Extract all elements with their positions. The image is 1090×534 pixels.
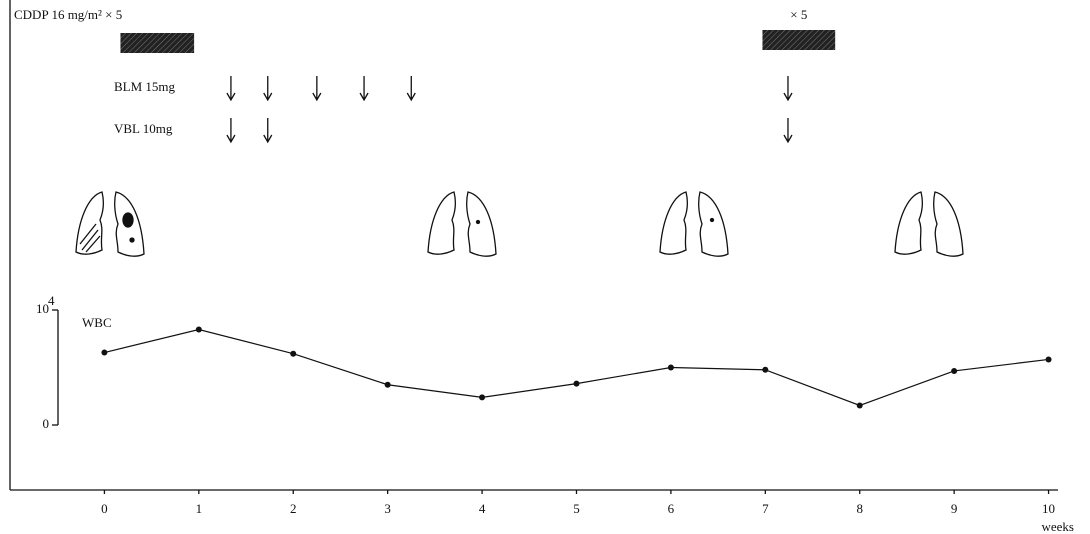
treatment-label: CDDP 16 mg/m² × 5 <box>14 7 122 22</box>
point <box>668 365 674 371</box>
y-tick-label: 0 <box>43 416 50 431</box>
y-tick-superscript: 4 <box>48 293 55 308</box>
x-tick-label: 1 <box>196 501 203 516</box>
treatment-label: × 5 <box>790 7 807 22</box>
dose-arrow <box>264 118 272 142</box>
lung-image <box>428 192 496 256</box>
treatment-bar <box>120 33 194 53</box>
x-tick-label: 3 <box>384 501 391 516</box>
dose-arrow <box>264 76 272 100</box>
point <box>101 350 107 356</box>
lung-image <box>895 192 963 256</box>
x-tick-label: 10 <box>1042 501 1055 516</box>
dose-arrow <box>360 76 368 100</box>
x-tick-label: 8 <box>856 501 863 516</box>
treatment-bar <box>762 30 835 50</box>
x-tick-label: 0 <box>101 501 108 516</box>
dose-arrow <box>784 76 792 100</box>
line <box>104 330 1048 406</box>
point <box>762 367 768 373</box>
dose-label: VBL 10mg <box>114 121 173 136</box>
point <box>479 394 485 400</box>
dose-label: BLM 15mg <box>114 79 176 94</box>
point <box>573 381 579 387</box>
x-tick-label: 2 <box>290 501 297 516</box>
point <box>385 382 391 388</box>
x-tick-label: 6 <box>668 501 675 516</box>
point <box>290 351 296 357</box>
x-axis-label: weeks <box>1042 519 1075 534</box>
dose-arrow <box>227 76 235 100</box>
dose-arrow <box>784 118 792 142</box>
x-tick-label: 9 <box>951 501 958 516</box>
point <box>857 402 863 408</box>
point <box>1046 356 1052 362</box>
point <box>951 368 957 374</box>
dose-arrow <box>227 118 235 142</box>
point <box>196 327 202 333</box>
chart: 012345678910weeks0104CDDP 16 mg/m² × 5× … <box>0 0 1090 534</box>
dose-arrow <box>407 76 415 100</box>
lung-image <box>76 192 144 256</box>
legend-label: WBC <box>82 315 112 330</box>
lung-image <box>660 192 728 256</box>
x-tick-label: 5 <box>573 501 580 516</box>
x-tick-label: 4 <box>479 501 486 516</box>
dose-arrow <box>313 76 321 100</box>
x-tick-label: 7 <box>762 501 769 516</box>
